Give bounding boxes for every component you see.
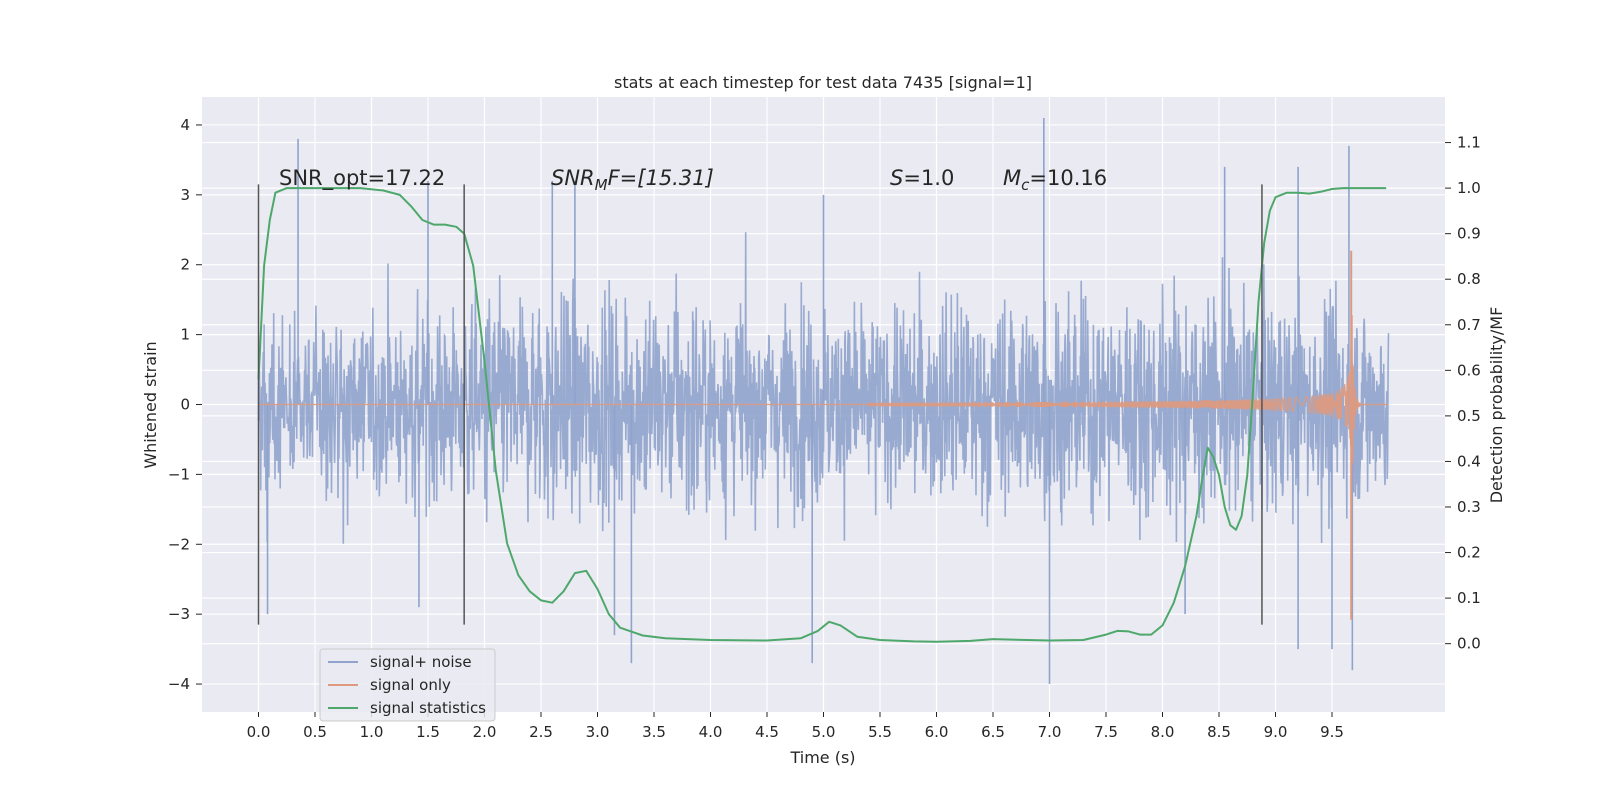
series-signal-statistics xyxy=(257,187,1387,643)
mc-rest: =10.16 xyxy=(1029,166,1107,190)
y-axis-label: Whitened strain xyxy=(141,341,160,468)
legend-label-signal-only: signal only xyxy=(370,676,451,694)
y-tick-label: 1 xyxy=(180,326,190,344)
x-tick-label: 1.0 xyxy=(360,723,384,741)
series-signal-only xyxy=(258,315,1389,540)
x-tick-label: 3.0 xyxy=(586,723,610,741)
y2-tick-label: 0.5 xyxy=(1457,407,1481,425)
x-tick-label: 1.5 xyxy=(416,723,440,741)
x-tick-label: 9.0 xyxy=(1264,723,1288,741)
s-annotation: S=1.0 xyxy=(890,166,954,190)
x-tick-label: 8.5 xyxy=(1207,723,1231,741)
x-tick-label: 6.5 xyxy=(981,723,1005,741)
snr-mf-rest: F=[15.31] xyxy=(608,166,714,190)
mc-main: M xyxy=(1003,166,1021,190)
y2-tick-label: 0.3 xyxy=(1457,498,1481,516)
legend-label-signal-statistics: signal statistics xyxy=(370,699,486,717)
y-tick-label: −2 xyxy=(168,535,190,553)
y-tick-label: −1 xyxy=(168,465,190,483)
mc-sub: c xyxy=(1021,176,1030,194)
x-tick-label: 4.0 xyxy=(699,723,723,741)
y-tick-label: 3 xyxy=(180,186,190,204)
snr-mf-annotation: SNRMF=[15.31] xyxy=(551,166,714,194)
y2-tick-label: 1.0 xyxy=(1457,179,1481,197)
snr-mf-sub: M xyxy=(595,176,608,194)
x-tick-label: 3.5 xyxy=(642,723,666,741)
x-tick-label: 5.5 xyxy=(868,723,892,741)
x-tick-label: 2.5 xyxy=(529,723,553,741)
y-tick-label: −3 xyxy=(168,605,190,623)
mc-annotation: Mc=10.16 xyxy=(1003,166,1107,194)
y2-tick-label: 0.0 xyxy=(1457,635,1481,653)
x-tick-label: 0.5 xyxy=(303,723,327,741)
x-tick-label: 9.5 xyxy=(1320,723,1344,741)
y2-tick-label: 0.1 xyxy=(1457,589,1481,607)
x-tick-label: 8.0 xyxy=(1151,723,1175,741)
y2-tick-label: 0.8 xyxy=(1457,270,1481,288)
y2-axis-label: Detection probability/MF xyxy=(1487,307,1506,504)
snr-opt-annotation: SNR_opt=17.22 xyxy=(279,166,445,191)
x-tick-label: 0.0 xyxy=(247,723,271,741)
snr-mf-main: SNR xyxy=(551,166,595,190)
x-tick-label: 5.0 xyxy=(812,723,836,741)
s-main: S xyxy=(890,166,903,190)
y2-tick-label: 0.6 xyxy=(1457,361,1481,379)
data-layer xyxy=(257,117,1390,685)
x-tick-label: 7.0 xyxy=(1038,723,1062,741)
x-axis-label: Time (s) xyxy=(789,748,855,767)
axis-ticks: 0.0 0.5 1.0 1.5 2.0 2.5 3.0 3.5 4.0 4.5 5.0 5.5 6.0 6… xyxy=(168,116,1481,741)
y-tick-label: −4 xyxy=(168,675,190,693)
x-tick-label: 6.0 xyxy=(925,723,949,741)
legend-label-signal-noise: signal+ noise xyxy=(370,653,472,671)
y-tick-label: 0 xyxy=(180,396,190,414)
y2-tick-label: 0.9 xyxy=(1457,225,1481,243)
legend-box xyxy=(319,648,496,722)
y2-tick-label: 0.7 xyxy=(1457,316,1481,334)
y2-tick-label: 1.1 xyxy=(1457,134,1481,152)
y2-tick-label: 0.2 xyxy=(1457,544,1481,562)
series-signal-noise xyxy=(257,232,1390,544)
legend: signal+ noise signal only signal statist… xyxy=(319,648,496,722)
s-rest: =1.0 xyxy=(903,166,954,190)
x-tick-label: 2.0 xyxy=(473,723,497,741)
x-tick-label: 7.5 xyxy=(1094,723,1118,741)
y2-tick-label: 0.4 xyxy=(1457,452,1481,470)
y-tick-label: 2 xyxy=(180,256,190,274)
vertical-markers xyxy=(257,184,1263,625)
y-tick-label: 4 xyxy=(180,116,190,134)
chart-title: stats at each timestep for test data 743… xyxy=(614,73,1032,92)
x-tick-label: 4.5 xyxy=(755,723,779,741)
